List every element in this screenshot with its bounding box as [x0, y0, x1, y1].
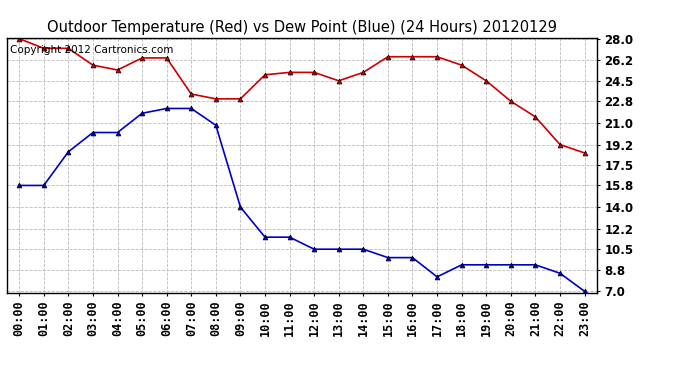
Title: Outdoor Temperature (Red) vs Dew Point (Blue) (24 Hours) 20120129: Outdoor Temperature (Red) vs Dew Point (…	[47, 20, 557, 35]
Text: Copyright 2012 Cartronics.com: Copyright 2012 Cartronics.com	[10, 45, 173, 55]
